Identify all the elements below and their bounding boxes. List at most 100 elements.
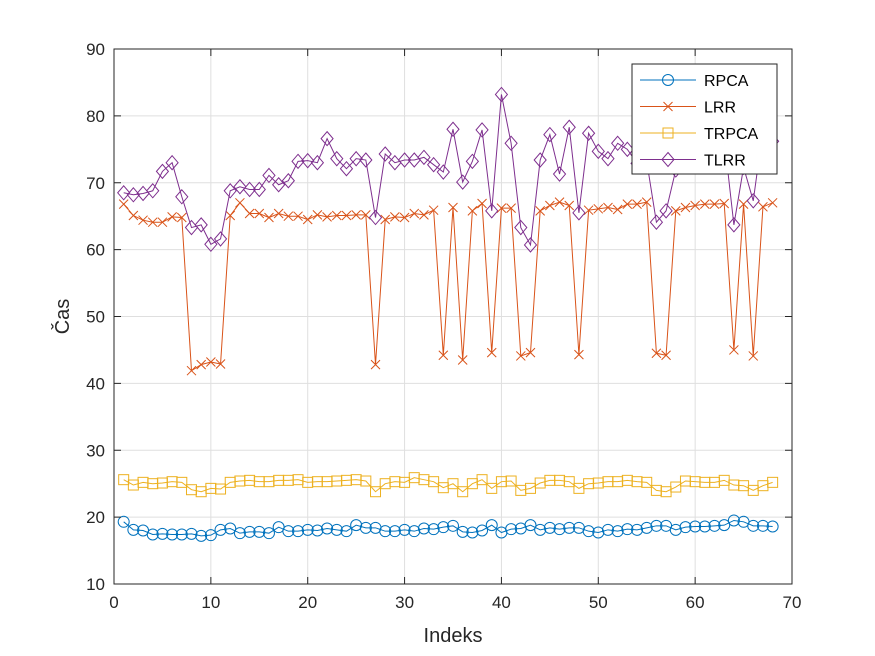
lrr-marker [767, 197, 778, 208]
lrr-marker [661, 350, 671, 361]
rpca-marker [224, 522, 237, 535]
tlrr-marker [301, 152, 315, 169]
rpca-marker [204, 529, 217, 542]
rpca-marker [669, 523, 682, 536]
trpca-marker [670, 481, 682, 493]
lrr-marker [399, 212, 410, 223]
legend-entry-tlrr: TLRR [640, 151, 746, 170]
tlrr-marker [165, 154, 179, 171]
rpca-marker [727, 514, 740, 527]
lrr-marker [515, 351, 526, 361]
tlrr-marker [339, 160, 354, 177]
lrr-marker [370, 359, 381, 370]
rpca-marker [185, 527, 198, 540]
rpca-marker [611, 525, 624, 538]
trpca-marker [641, 476, 653, 488]
y-tick-label: 10 [86, 575, 105, 594]
legend-marker [661, 151, 675, 168]
rpca-marker [756, 519, 769, 532]
rpca-marker [340, 525, 353, 538]
tlrr-marker [659, 203, 673, 219]
rpca-marker [747, 519, 760, 532]
rpca-marker [117, 515, 130, 528]
trpca-marker [767, 476, 779, 488]
legend-box [631, 63, 778, 175]
lrr-marker [254, 208, 265, 219]
lrr-marker [448, 202, 458, 213]
lrr-marker [118, 199, 129, 210]
lrr-marker [351, 209, 361, 220]
legend: RPCA LRR TRPCA TLRR [631, 63, 778, 175]
rpca-marker [388, 525, 401, 538]
lrr-marker [157, 217, 168, 228]
tlrr-marker [620, 141, 635, 158]
tlrr-marker [252, 181, 266, 198]
trpca-marker [428, 476, 440, 488]
tlrr-marker [194, 217, 208, 233]
tlrr-marker [465, 153, 480, 170]
lrr-marker [438, 350, 449, 361]
lrr-marker [302, 214, 313, 225]
rpca-marker [621, 523, 634, 536]
lrr-marker [690, 200, 700, 211]
lrr-marker [525, 347, 536, 358]
lrr-marker [147, 217, 158, 228]
tlrr-line [123, 94, 774, 247]
tlrr-marker [426, 156, 441, 173]
rpca-marker [689, 520, 702, 533]
series-layer [117, 86, 780, 542]
trpca-marker [563, 476, 575, 488]
legend-marker [662, 74, 674, 86]
lrr-marker [380, 214, 391, 225]
lrr-marker [738, 199, 749, 210]
legend-entry-rpca: RPCA [640, 73, 749, 90]
tlrr-marker [514, 219, 528, 236]
trpca-marker [476, 474, 488, 486]
tlrr-marker [523, 237, 538, 253]
rpca-marker [524, 519, 537, 532]
rpca-marker [166, 528, 179, 541]
legend-label: TRPCA [704, 126, 759, 143]
rpca-marker [146, 528, 159, 541]
lrr-marker [341, 210, 352, 221]
trpca-marker [457, 486, 469, 498]
legend-entry-trpca: TRPCA [640, 126, 759, 143]
rpca-marker [408, 525, 421, 538]
rpca-marker [476, 524, 489, 537]
tlrr-marker [446, 121, 460, 138]
lrr-marker [545, 200, 555, 211]
lrr-marker [593, 203, 604, 214]
x-tick-label: 20 [298, 593, 317, 612]
tlrr-marker [581, 125, 596, 142]
rpca-marker [282, 525, 295, 538]
x-tick-label: 0 [109, 593, 118, 612]
lrr-marker [680, 202, 691, 213]
x-tick-label: 40 [492, 593, 511, 612]
y-tick-label: 20 [86, 508, 105, 527]
rpca-marker [679, 521, 692, 534]
trpca-marker [176, 476, 188, 488]
lrr-marker [457, 355, 468, 365]
rpca-marker [437, 521, 450, 534]
trpca-marker [486, 482, 498, 494]
tlrr-marker [436, 164, 450, 180]
tlrr-marker [746, 193, 760, 209]
y-tick-label: 90 [86, 40, 105, 59]
y-tick-label: 80 [86, 107, 105, 126]
tlrr-marker [591, 143, 605, 160]
lrr-marker [186, 365, 197, 376]
lrr-marker [167, 212, 177, 222]
x-tick-label: 30 [395, 593, 414, 612]
rpca-marker [456, 525, 469, 538]
tlrr-marker [330, 150, 344, 167]
lrr-marker [603, 202, 613, 213]
tlrr-marker [204, 236, 218, 253]
lrr-marker [506, 203, 516, 214]
rpca-marker [359, 521, 372, 534]
rpca-marker [292, 525, 305, 538]
trpca-marker [505, 475, 517, 487]
rpca-marker [233, 527, 246, 540]
tlrr-marker [610, 135, 625, 152]
trpca-marker [215, 483, 227, 495]
